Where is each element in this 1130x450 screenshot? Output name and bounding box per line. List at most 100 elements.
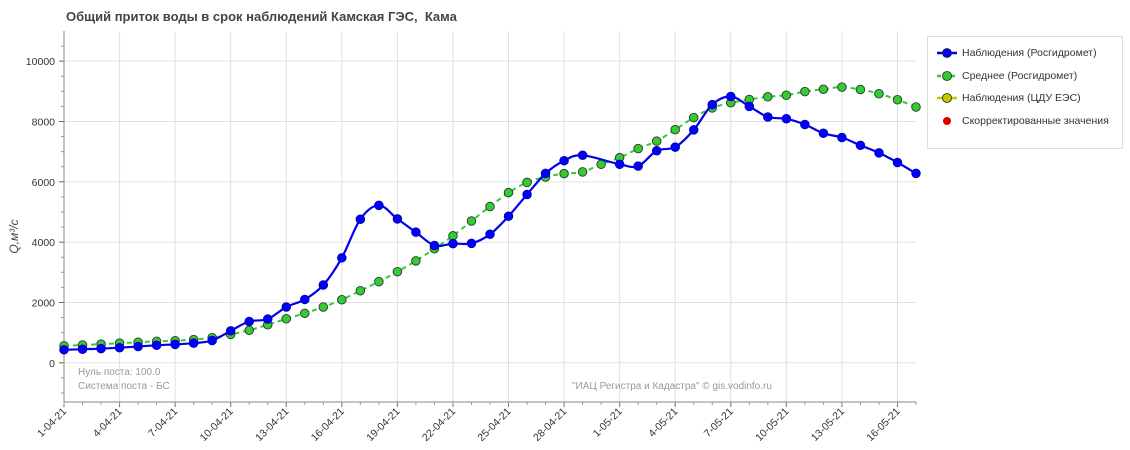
observation-point bbox=[485, 229, 495, 240]
observation-point bbox=[911, 168, 921, 179]
observation-point bbox=[225, 326, 236, 336]
mean-point bbox=[892, 95, 903, 105]
x-tick-label: 19-04-21 bbox=[364, 406, 402, 444]
x-tick-label: 7-04-21 bbox=[146, 406, 180, 440]
mean-point bbox=[577, 167, 588, 177]
mean-point bbox=[318, 302, 329, 312]
legend-label: Наблюдения (ЦДУ ЕЭС) bbox=[962, 92, 1081, 104]
x-tick-label: 10-05-21 bbox=[753, 406, 791, 444]
observation-point bbox=[726, 91, 736, 102]
observation-point bbox=[281, 302, 292, 312]
y-tick-label: 6000 bbox=[32, 177, 56, 189]
x-tick-label: 4-04-21 bbox=[91, 406, 125, 440]
observation-point bbox=[188, 338, 199, 348]
observation-point bbox=[763, 112, 773, 122]
mean-point bbox=[818, 84, 829, 94]
observation-point bbox=[651, 145, 662, 156]
x-tick-label: 28-04-21 bbox=[531, 406, 569, 444]
legend-item[interactable]: Среднее (Росгидромет) bbox=[928, 68, 1122, 91]
observation-point bbox=[392, 214, 403, 224]
y-tick-label: 0 bbox=[49, 358, 55, 370]
mean-point bbox=[763, 92, 773, 102]
mean-point bbox=[800, 86, 810, 97]
observation-point bbox=[670, 142, 680, 152]
legend-item[interactable]: Наблюдения (ЦДУ ЕЭС) bbox=[928, 90, 1122, 113]
legend-item[interactable]: Наблюдения (Росгидромет) bbox=[928, 45, 1122, 68]
observation-point bbox=[503, 211, 514, 221]
x-tick-label: 25-04-21 bbox=[475, 406, 513, 444]
observation-point bbox=[318, 280, 329, 290]
mean-point bbox=[559, 168, 569, 179]
observation-point bbox=[707, 99, 718, 110]
observation-point bbox=[837, 132, 847, 143]
observation-point bbox=[300, 294, 310, 305]
observation-point bbox=[855, 140, 866, 151]
mean-point bbox=[522, 177, 532, 188]
y-tick-label: 8000 bbox=[32, 116, 56, 128]
mean-point bbox=[855, 84, 866, 95]
observation-point bbox=[818, 128, 829, 139]
observation-point bbox=[337, 253, 347, 263]
y-tick-label: 2000 bbox=[32, 297, 56, 309]
observation-point bbox=[429, 240, 440, 251]
plot-area bbox=[64, 31, 916, 402]
legend-label: Наблюдения (Росгидромет) bbox=[962, 47, 1097, 59]
observation-point bbox=[59, 345, 69, 355]
observation-point bbox=[170, 339, 180, 350]
mean-point bbox=[411, 256, 421, 266]
mean-point bbox=[633, 143, 643, 154]
mean-point bbox=[244, 325, 254, 335]
y-tick-label: 10000 bbox=[26, 56, 55, 68]
mean-point bbox=[448, 231, 458, 241]
series-line-observations bbox=[63, 95, 917, 351]
mean-point bbox=[466, 216, 477, 226]
x-tick-label: 1-05-21 bbox=[591, 406, 625, 440]
observation-point bbox=[577, 150, 588, 161]
observation-point bbox=[448, 238, 458, 249]
legend-label: Среднее (Росгидромет) bbox=[962, 69, 1078, 82]
legend-label: Скорректированные значения bbox=[962, 114, 1109, 127]
observation-point bbox=[688, 125, 699, 135]
observation-point bbox=[133, 341, 143, 352]
mean-point bbox=[874, 88, 884, 99]
observation-point bbox=[411, 227, 421, 237]
observation-point bbox=[355, 214, 366, 224]
mean-point bbox=[337, 294, 347, 305]
observation-point bbox=[614, 159, 625, 170]
yellow-line-circle-icon bbox=[937, 93, 957, 103]
observation-point bbox=[77, 344, 88, 354]
legend-item[interactable]: Скорректированные значения bbox=[928, 113, 1122, 136]
x-tick-label: 1-04-21 bbox=[35, 406, 69, 440]
chart-title: Общий приток воды в срок наблюдений Камс… bbox=[66, 9, 457, 24]
observation-point bbox=[374, 200, 384, 211]
observation-point bbox=[114, 342, 125, 353]
observation-point bbox=[151, 340, 162, 351]
mean-point bbox=[503, 187, 514, 198]
observation-point bbox=[522, 189, 532, 200]
mean-point bbox=[911, 102, 921, 112]
observation-point bbox=[559, 155, 569, 166]
mean-point bbox=[485, 201, 495, 212]
mean-point bbox=[651, 136, 662, 146]
mean-point bbox=[281, 314, 292, 324]
x-tick-label: 16-05-21 bbox=[864, 406, 902, 444]
red-dot-icon bbox=[943, 116, 951, 125]
x-tick-label: 13-05-21 bbox=[809, 406, 847, 444]
x-tick-label: 16-04-21 bbox=[309, 406, 347, 444]
observation-point bbox=[781, 114, 792, 124]
mean-point bbox=[837, 82, 847, 92]
observation-point bbox=[874, 148, 884, 158]
mean-point bbox=[670, 124, 680, 135]
observation-point bbox=[800, 119, 810, 130]
system-note: Система поста - БС bbox=[78, 381, 170, 392]
mean-point bbox=[300, 308, 310, 319]
x-tick-label: 13-04-21 bbox=[253, 406, 291, 444]
observation-point bbox=[207, 335, 217, 346]
observation-point bbox=[744, 101, 755, 112]
observation-point bbox=[466, 238, 477, 249]
mean-point bbox=[374, 276, 384, 287]
mean-point bbox=[781, 90, 792, 100]
observation-point bbox=[540, 168, 551, 179]
mean-point bbox=[355, 285, 366, 296]
